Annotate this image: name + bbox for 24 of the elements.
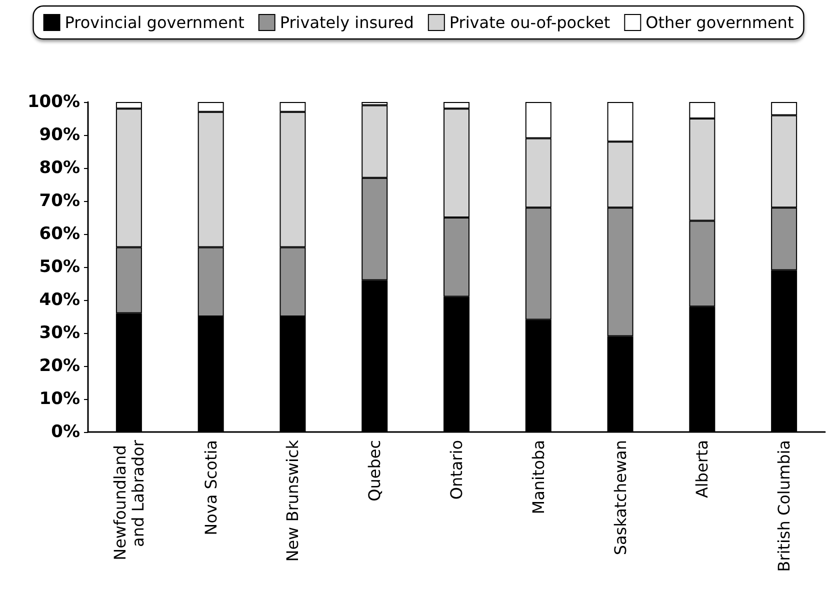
legend-label: Private ou-of-pocket	[449, 13, 610, 32]
y-tick-label: 70%	[39, 191, 80, 211]
y-tick-label: 60%	[39, 224, 80, 244]
x-tick-label: Nova Scotia	[201, 440, 220, 536]
legend-label: Privately insured	[280, 13, 414, 32]
y-tick-label: 0%	[51, 422, 80, 442]
legend-label: Provincial government	[64, 13, 244, 32]
y-tick-label: 20%	[39, 356, 80, 376]
x-tick-label: Newfoundland and Labrador	[110, 440, 148, 560]
x-tick-label: Alberta	[692, 440, 712, 498]
y-tick-label: 100%	[27, 92, 80, 112]
x-tick-label: Ontario	[447, 440, 466, 500]
y-tick-label: 90%	[39, 125, 80, 145]
x-tick-label: Quebec	[365, 440, 384, 502]
y-tick-label: 80%	[39, 158, 80, 178]
y-tick-label: 10%	[39, 389, 80, 409]
x-tick-label: New Brunswick	[283, 439, 302, 562]
x-tick-label: British Columbia	[774, 440, 794, 572]
legend-label: Other government	[646, 13, 794, 32]
x-tick-label: Manitoba	[528, 440, 548, 514]
x-tick-label: Saskatchewan	[610, 440, 630, 556]
y-tick-label: 30%	[39, 323, 80, 343]
y-tick-label: 50%	[39, 257, 80, 277]
y-tick-label: 40%	[39, 290, 80, 310]
